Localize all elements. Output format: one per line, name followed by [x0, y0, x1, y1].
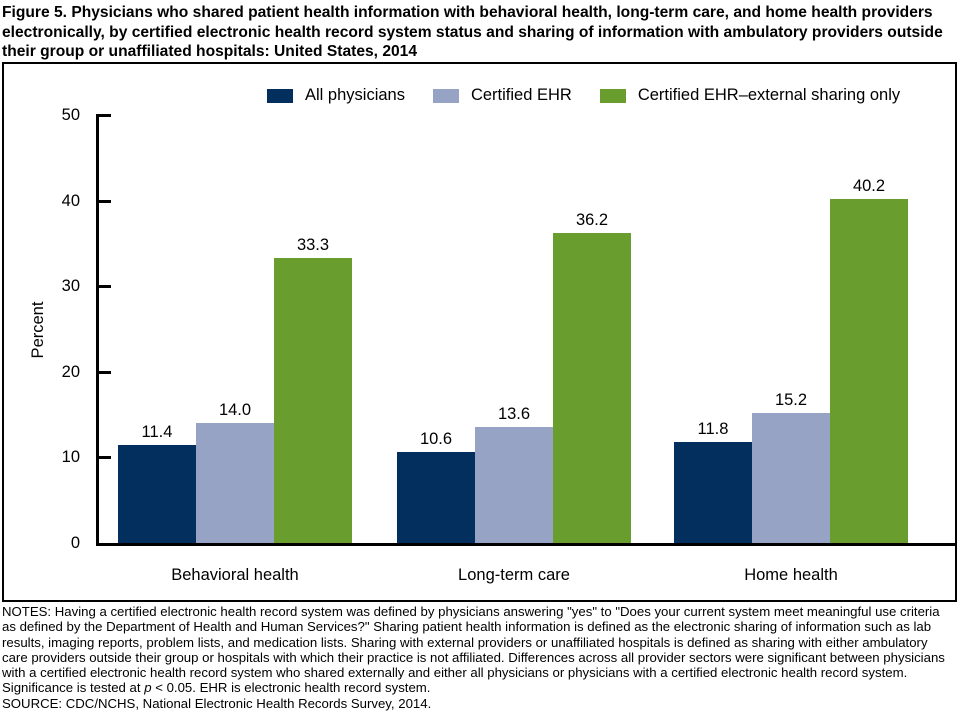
x-category-label: Home health	[744, 566, 838, 584]
bar-value-label: 15.2	[774, 391, 808, 409]
bar	[274, 258, 352, 543]
legend-item: All physicians	[267, 86, 405, 105]
y-tick-label: 0	[70, 534, 80, 552]
legend-item: Certified EHR–external sharing only	[599, 86, 901, 105]
y-axis-line	[96, 114, 99, 546]
y-tick-label: 40	[61, 191, 80, 210]
legend-item: Certified EHR	[432, 86, 572, 105]
y-tick-label: 20	[61, 362, 80, 381]
bar	[196, 423, 274, 543]
bar-value-label: 33.3	[296, 236, 330, 254]
legend-swatch	[267, 88, 293, 103]
bar-value-label: 13.6	[497, 405, 531, 423]
bar	[674, 442, 752, 543]
notes-text: NOTES: Having a certified electronic hea…	[2, 604, 945, 696]
bar-value-label: 40.2	[852, 177, 886, 195]
figure-title: Figure 5. Physicians who shared patient …	[2, 4, 943, 60]
y-tick	[99, 285, 111, 289]
y-tick	[99, 456, 111, 460]
bar-value-label: 10.6	[419, 430, 453, 448]
figure-source: SOURCE: CDC/NCHS, National Electronic He…	[2, 695, 432, 711]
legend-label: Certified EHR	[470, 86, 572, 104]
x-category-label: Long-term care	[458, 566, 570, 584]
legend-swatch	[432, 88, 459, 103]
notes-text-end: < 0.05. EHR is electronic health record …	[151, 680, 431, 696]
chart-area: All physicians Certified EHR Certified EHR…	[2, 62, 957, 602]
bar	[397, 452, 475, 543]
bar-value-label: 36.2	[575, 211, 609, 229]
bar	[830, 199, 908, 543]
figure-footnotes: NOTES: Having a certified electronic hea…	[2, 604, 951, 711]
y-tick-label: 30	[61, 277, 80, 296]
bar	[752, 413, 830, 543]
legend-label: All physicians	[305, 86, 405, 104]
notes-p-symbol: p	[144, 680, 152, 696]
x-category-label: Behavioral health	[171, 566, 299, 584]
y-tick	[99, 199, 111, 203]
y-tick-label: 10	[61, 448, 80, 467]
bar-value-label: 14.0	[218, 401, 252, 419]
legend-label: Certified EHR–external sharing only	[637, 86, 901, 104]
bar	[475, 427, 553, 543]
bar	[553, 233, 631, 543]
y-tick	[99, 370, 111, 374]
y-tick	[99, 114, 111, 117]
bar	[118, 445, 196, 543]
bar-value-label: 11.8	[697, 420, 729, 438]
bar-value-label: 11.4	[141, 423, 173, 441]
legend-swatch	[599, 88, 626, 103]
figure-notes: NOTES: Having a certified electronic hea…	[2, 604, 951, 696]
x-axis-line	[96, 543, 955, 546]
chart-legend: All physicians Certified EHR Certified EHR…	[267, 86, 900, 105]
y-tick-label: 50	[61, 106, 80, 124]
